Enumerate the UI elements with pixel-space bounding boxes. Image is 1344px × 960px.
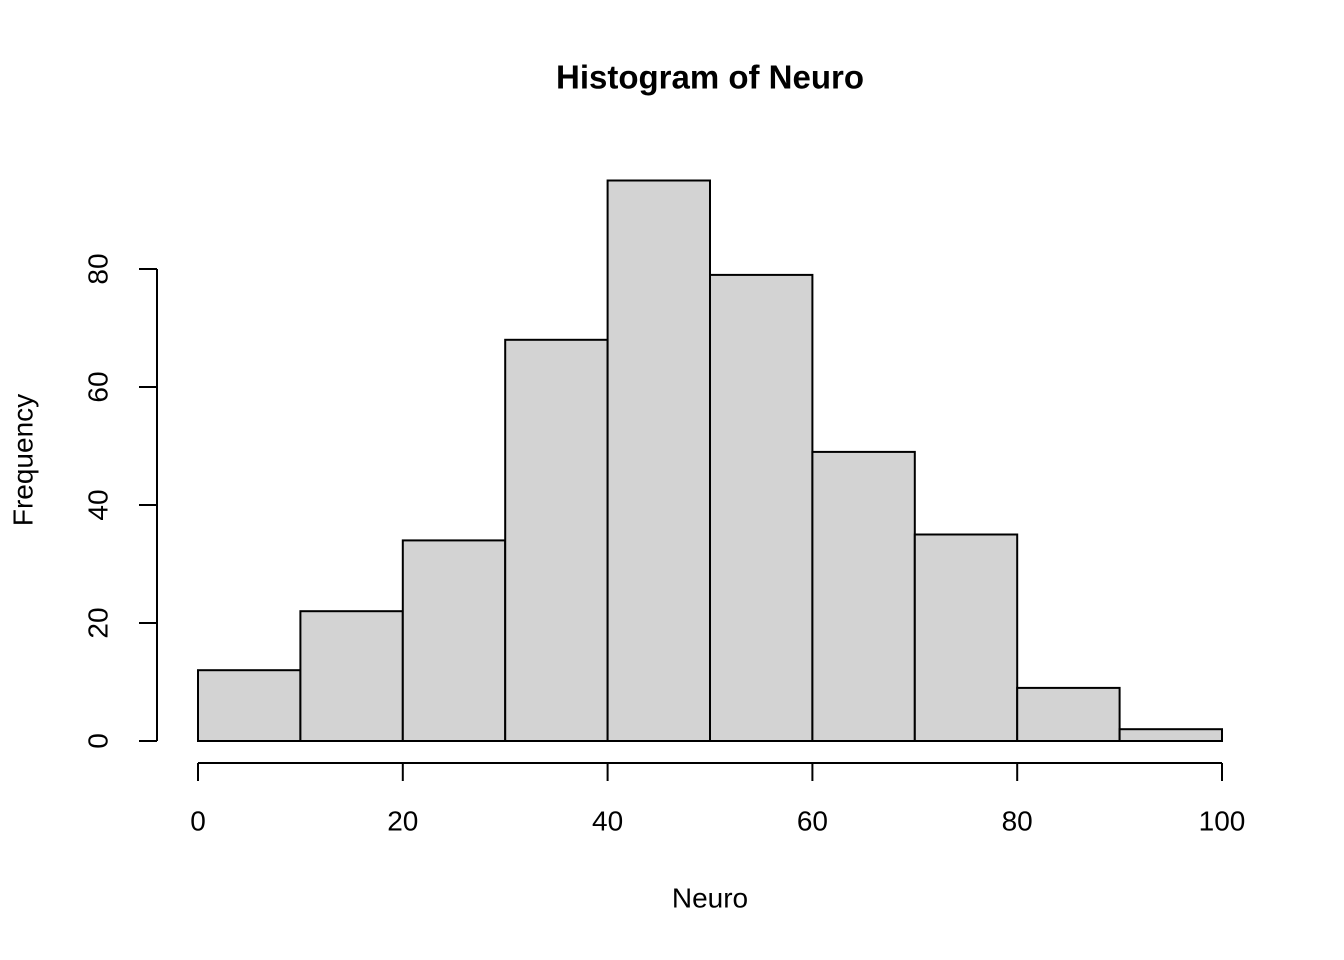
- x-tick-label: 80: [1002, 805, 1033, 836]
- x-tick-label: 60: [797, 805, 828, 836]
- y-tick-label: 20: [82, 607, 113, 638]
- x-tick-label: 0: [190, 805, 206, 836]
- bar: [709, 273, 814, 742]
- y-tick-label: 80: [82, 253, 113, 284]
- y-tick-label: 0: [82, 733, 113, 749]
- chart-title: Histogram of Neuro: [556, 59, 864, 96]
- x-axis-label: Neuro: [672, 882, 748, 913]
- bar: [606, 179, 711, 742]
- bar: [401, 539, 507, 743]
- y-tick-label: 60: [82, 371, 113, 402]
- bar: [913, 533, 1019, 742]
- y-axis-label: Frequency: [7, 394, 38, 526]
- bar: [504, 338, 609, 742]
- x-tick-label: 20: [387, 805, 418, 836]
- bar: [197, 669, 302, 743]
- bar: [811, 450, 916, 742]
- y-tick-label: 40: [82, 489, 113, 520]
- bar: [1016, 686, 1121, 743]
- bar: [1118, 728, 1223, 743]
- bar: [299, 610, 404, 743]
- x-tick-label: 100: [1199, 805, 1246, 836]
- x-tick-label: 40: [592, 805, 623, 836]
